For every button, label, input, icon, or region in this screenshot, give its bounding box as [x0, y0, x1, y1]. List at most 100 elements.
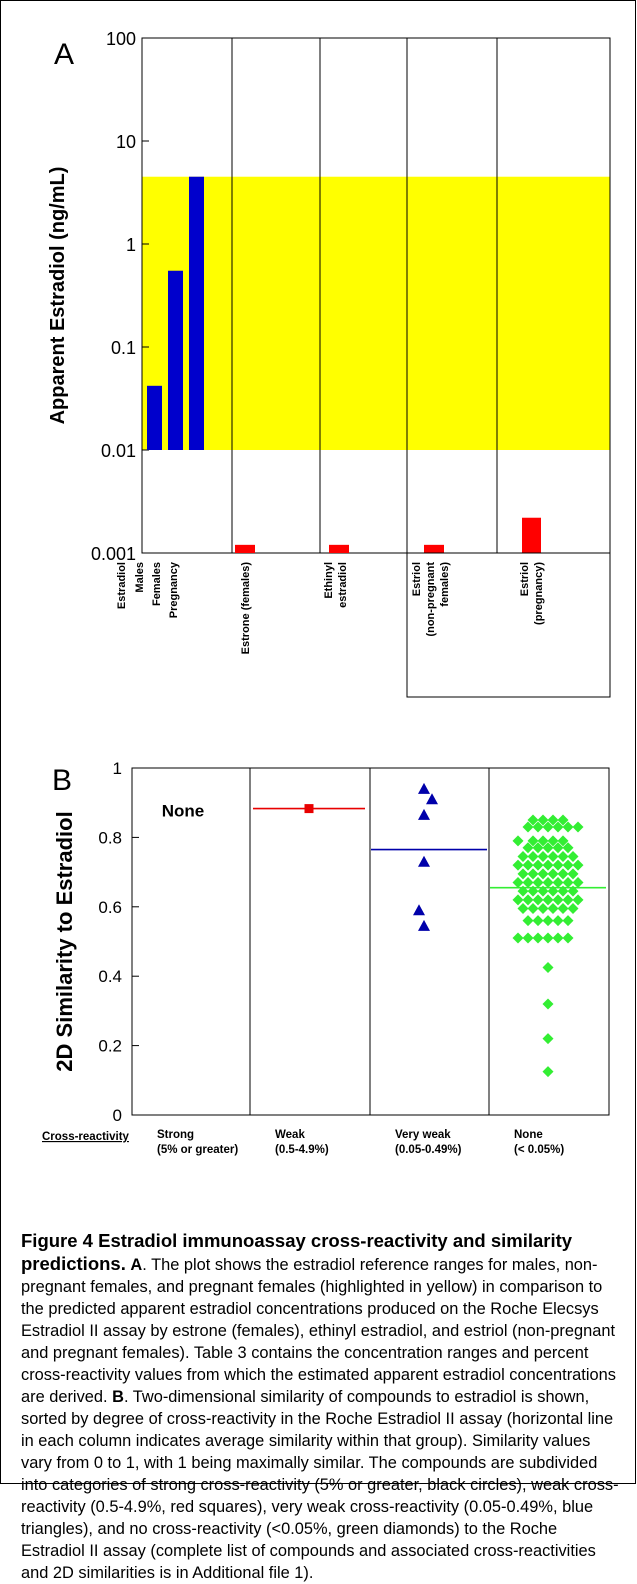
- category-label-b: Weak: [275, 1129, 305, 1141]
- none-point: [547, 835, 559, 847]
- caption-a-text: . The plot shows the estradiol reference…: [21, 1256, 616, 1406]
- bar-pregnancy: [189, 176, 204, 450]
- none-point: [537, 868, 549, 880]
- none-point: [562, 877, 574, 889]
- none-point: [557, 835, 569, 847]
- bar-females: [168, 270, 183, 450]
- figure-caption: Figure 4 Estradiol immunoassay cross-rea…: [21, 1230, 621, 1584]
- none-point: [517, 868, 529, 880]
- caption-a-letter: A: [130, 1256, 143, 1274]
- none-point: [542, 915, 554, 927]
- none-point: [542, 894, 554, 906]
- none-point: [542, 877, 554, 889]
- bar-estriol-pregnancy-: [522, 517, 541, 553]
- none-point: [552, 859, 564, 871]
- none-point: [547, 868, 559, 880]
- category-label-b: Strong: [157, 1129, 194, 1141]
- none-point: [522, 859, 534, 871]
- none-point: [532, 894, 544, 906]
- none-point: [542, 962, 554, 974]
- none-point: [542, 1066, 554, 1078]
- none-point: [537, 903, 549, 915]
- none-point: [512, 859, 524, 871]
- none-point: [522, 877, 534, 889]
- none-point: [527, 835, 539, 847]
- category-label-a: Males: [134, 562, 146, 593]
- panel-a-letter: A: [54, 38, 74, 71]
- none-point: [512, 932, 524, 944]
- none-point: [532, 932, 544, 944]
- very-weak-point: [418, 782, 430, 794]
- category-sublabel-b: (< 0.05%): [514, 1144, 564, 1156]
- chart-panel-a: A 100 10 1 0.1 0.01 0.001 Apparent Estradiol (n…: [47, 29, 611, 698]
- bar-estriol-non-pregnant-females-: [424, 544, 444, 553]
- none-point: [567, 885, 579, 897]
- none-point: [522, 842, 534, 854]
- y-tick-label-a: 100: [106, 29, 136, 49]
- y-axis-label-a: Apparent Estradiol (ng/mL): [47, 167, 69, 425]
- none-point: [537, 885, 549, 897]
- none-point: [562, 842, 574, 854]
- caption-b-letter: B: [112, 1388, 124, 1406]
- none-point: [542, 859, 554, 871]
- none-point: [512, 894, 524, 906]
- none-point: [562, 859, 574, 871]
- category-sublabel-b: (0.05-0.49%): [395, 1144, 462, 1156]
- category-label-b: None: [514, 1129, 543, 1141]
- category-label-a: Ethinyl: [323, 562, 335, 599]
- very-weak-point: [418, 855, 430, 867]
- none-point: [542, 842, 554, 854]
- none-point: [552, 842, 564, 854]
- none-point: [522, 894, 534, 906]
- y-tick-label-a: 0.001: [91, 544, 136, 564]
- none-point: [552, 821, 564, 833]
- category-label-a: Estradiol: [116, 562, 128, 609]
- category-label-a: Females: [151, 562, 163, 606]
- none-point: [532, 842, 544, 854]
- none-point: [562, 932, 574, 944]
- category-label-a: (pregnancy): [533, 562, 545, 625]
- none-point: [557, 903, 569, 915]
- none-point: [562, 894, 574, 906]
- category-sublabel-b: (0.5-4.9%): [275, 1144, 329, 1156]
- none-point: [552, 932, 564, 944]
- y-tick-label-b: 0: [113, 1106, 122, 1125]
- category-label-a: estradiol: [337, 562, 349, 608]
- none-point: [542, 932, 554, 944]
- none-point: [542, 821, 554, 833]
- y-tick-label-b: 1: [113, 759, 122, 778]
- category-label-a: (non-pregnant: [425, 562, 437, 637]
- y-tick-label-b: 0.4: [98, 967, 122, 986]
- very-weak-point: [426, 793, 438, 805]
- none-point: [547, 814, 559, 826]
- figure-frame: [0, 0, 636, 1484]
- none-point: [547, 885, 559, 897]
- weak-point: [304, 804, 314, 814]
- category-label-a: Estriol: [411, 562, 423, 596]
- none-point: [532, 821, 544, 833]
- y-tick-label-a: 0.1: [111, 338, 136, 358]
- bar-estrone-females-: [235, 544, 255, 553]
- caption-title: Figure 4 Estradiol immunoassay cross-rea…: [21, 1230, 573, 1274]
- category-label-b: Very weak: [395, 1129, 451, 1141]
- category-label-a: females): [439, 562, 451, 607]
- none-point: [527, 868, 539, 880]
- none-point: [527, 903, 539, 915]
- no-compounds-annotation: None: [162, 802, 205, 821]
- none-point: [547, 903, 559, 915]
- plot-a-frame: [141, 37, 611, 554]
- none-point: [527, 885, 539, 897]
- none-point: [512, 835, 524, 847]
- none-point: [547, 850, 559, 862]
- none-point: [572, 877, 584, 889]
- estriol-label-box: [406, 552, 611, 698]
- category-label-a: Pregnancy: [168, 561, 180, 618]
- none-point: [532, 877, 544, 889]
- none-point: [562, 821, 574, 833]
- very-weak-point: [418, 808, 430, 820]
- y-tick-label-a: 1: [126, 235, 136, 255]
- none-point: [532, 915, 544, 927]
- none-point: [567, 850, 579, 862]
- reference-range-band: [142, 176, 610, 450]
- none-point: [542, 998, 554, 1010]
